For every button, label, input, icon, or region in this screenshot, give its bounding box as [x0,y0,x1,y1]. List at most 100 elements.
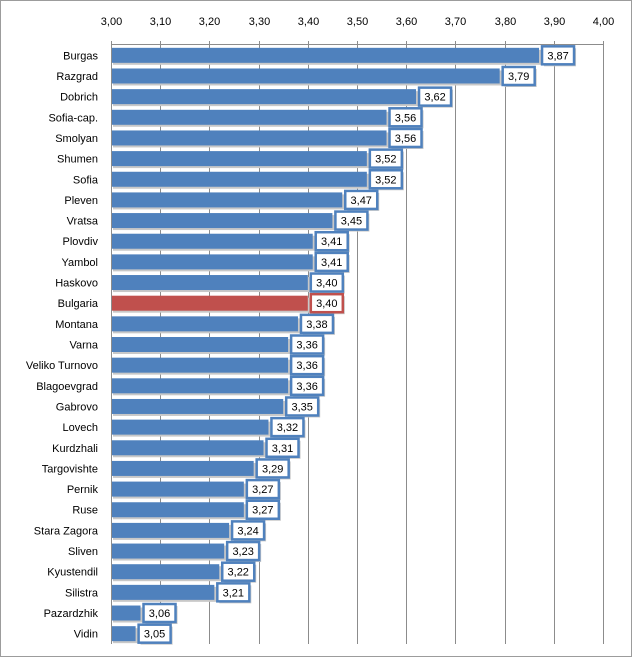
data-label-box [540,45,576,66]
category-label: Lovech [63,422,98,434]
bar-highlight [112,295,308,311]
bar [112,626,136,642]
bar [112,275,308,291]
bar [112,522,230,538]
category-label: Montana [55,319,99,331]
x-tick-label: 3,80 [495,16,516,28]
data-label: 3,29 [262,463,283,475]
bar [112,192,343,208]
bar [112,89,417,105]
data-label-box [314,251,349,273]
data-label: 3,56 [395,112,416,124]
data-label: 3,36 [296,381,317,393]
data-label-box [245,499,281,520]
bar [112,481,244,497]
bar [112,130,387,146]
data-label-box [314,230,349,252]
category-label: Ruse [72,505,98,517]
category-label: Silistra [65,587,99,599]
x-tick-label: 3,30 [249,16,270,28]
data-label-box [309,272,345,293]
data-label-box [289,334,325,355]
bar [112,584,215,600]
data-label-box [265,437,300,459]
category-label: Haskovo [55,278,98,290]
bar [112,564,220,580]
data-label: 3,06 [149,608,170,620]
x-tick-label: 3,00 [101,16,122,28]
data-label: 3,31 [272,443,293,455]
data-label-box [368,169,404,190]
data-label-box [230,520,266,541]
data-label-box [309,292,345,314]
bar [112,151,367,167]
data-label: 3,41 [321,236,342,248]
category-label: Veliko Turnovo [26,360,98,372]
data-label-box [220,561,256,582]
bar [112,460,254,476]
bar [112,316,298,332]
category-label: Smolyan [55,133,98,145]
x-tick-label: 4,00 [593,16,614,28]
bar [112,213,333,229]
bar [112,398,284,414]
category-label: Plovdiv [63,236,99,248]
category-labels: Burgas Razgrad Dobrich Sofia-cap. Smolyan Shu… [26,50,99,640]
data-label: 3,40 [316,298,337,310]
data-label: 3,21 [223,587,244,599]
category-label: Sliven [68,546,98,558]
data-label-box [289,354,325,376]
data-label-box [137,623,172,644]
data-label-box [216,582,251,603]
bar [112,357,289,373]
bar [112,337,289,352]
data-label: 3,05 [144,629,165,641]
x-tick-label: 3,70 [445,16,466,28]
data-label: 3,52 [375,154,396,166]
category-label: Sofia [73,174,99,186]
data-label: 3,52 [375,174,396,186]
x-tick-label: 3,20 [199,16,220,28]
category-label: Stara Zagora [34,525,99,537]
bar [112,378,289,394]
data-label-box [284,396,320,417]
data-label: 3,41 [321,257,342,269]
data-label: 3,79 [508,71,529,83]
bar [112,233,313,249]
data-label: 3,40 [316,278,337,290]
data-label-box [245,478,281,500]
data-label: 3,47 [351,195,372,207]
data-label: 3,27 [252,505,273,517]
data-label: 3,36 [296,340,317,352]
category-label: Pernik [67,484,99,496]
data-label: 3,56 [395,133,416,145]
data-label: 3,27 [252,484,273,496]
bar [112,605,141,621]
bar [112,440,264,456]
data-label-box [255,458,290,479]
bars [112,47,542,644]
bar [112,254,313,270]
x-tick-label: 3,60 [396,16,417,28]
category-label: Sofia-cap. [48,112,98,124]
bar [112,419,269,435]
category-label: Vidin [74,629,98,641]
data-label: 3,36 [296,360,317,372]
data-label-box [501,65,536,87]
bar [112,171,367,187]
category-label: Pleven [64,195,98,207]
data-label-box [299,313,335,335]
category-label: Varna [69,340,98,352]
bar [112,47,540,63]
data-label: 3,22 [228,567,249,579]
category-label: Bulgaria [58,298,99,310]
category-label: Razgrad [56,71,98,83]
category-label: Kurdzhali [52,443,98,455]
data-label: 3,24 [237,525,258,537]
data-label: 3,32 [277,422,298,434]
data-label-box [270,416,305,438]
data-label-box [368,148,404,169]
category-label: Yambol [62,257,98,269]
